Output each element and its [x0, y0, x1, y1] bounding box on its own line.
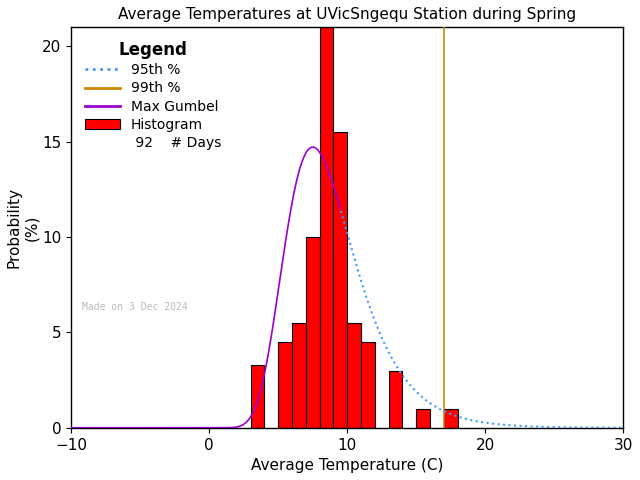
Bar [416, 408, 430, 428]
Bar [251, 365, 264, 428]
Bar [292, 323, 306, 428]
Bar [333, 132, 348, 428]
Bar [319, 27, 333, 428]
Legend: 95th %, 99th %, Max Gumbel, Histogram,  92    # Days: 95th %, 99th %, Max Gumbel, Histogram, 9… [78, 34, 228, 157]
Bar [348, 323, 361, 428]
Y-axis label: Probability
(%): Probability (%) [7, 187, 39, 268]
Text: Made on 3 Dec 2024: Made on 3 Dec 2024 [82, 301, 188, 312]
Bar [444, 408, 458, 428]
Bar [278, 342, 292, 428]
Bar [388, 371, 403, 428]
Bar [361, 342, 375, 428]
X-axis label: Average Temperature (C): Average Temperature (C) [251, 458, 444, 473]
Bar [306, 237, 319, 428]
Title: Average Temperatures at UVicSngequ Station during Spring: Average Temperatures at UVicSngequ Stati… [118, 7, 576, 22]
